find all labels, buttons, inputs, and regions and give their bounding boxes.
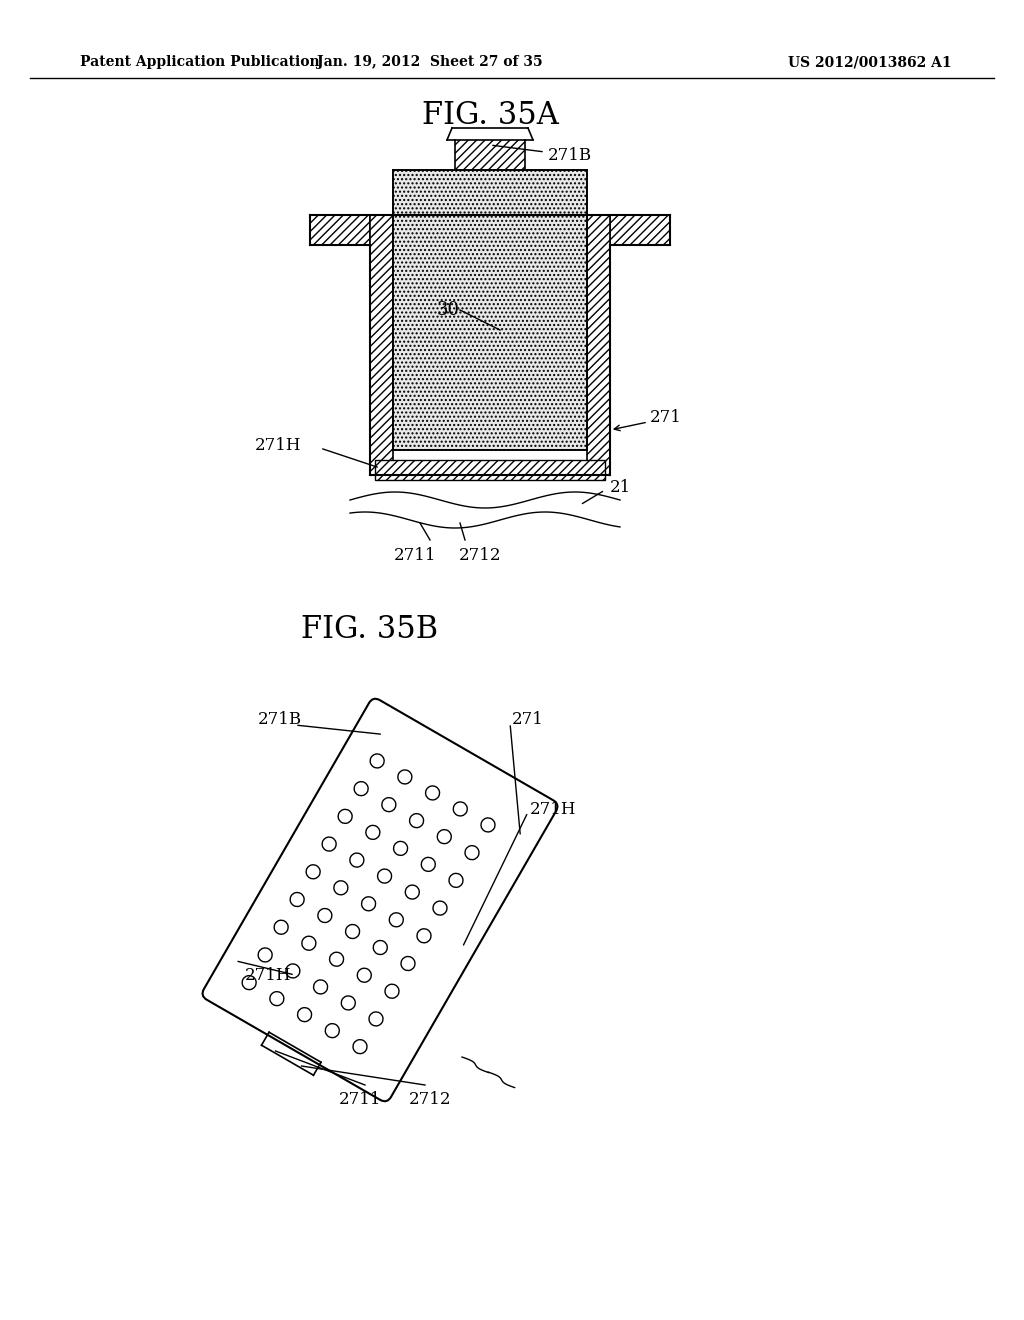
- Text: 271: 271: [512, 711, 544, 729]
- Circle shape: [454, 803, 467, 816]
- Circle shape: [361, 896, 376, 911]
- Circle shape: [357, 968, 372, 982]
- Circle shape: [398, 770, 412, 784]
- Circle shape: [258, 948, 272, 962]
- Circle shape: [481, 818, 495, 832]
- Bar: [393, 170, 587, 450]
- Circle shape: [465, 846, 479, 859]
- Bar: [587, 215, 610, 475]
- Bar: [310, 215, 370, 246]
- Circle shape: [417, 929, 431, 942]
- Text: US 2012/0013862 A1: US 2012/0013862 A1: [788, 55, 952, 69]
- Bar: [375, 459, 605, 480]
- Circle shape: [286, 964, 300, 978]
- Circle shape: [385, 985, 399, 998]
- Circle shape: [345, 924, 359, 939]
- Circle shape: [382, 797, 396, 812]
- Text: 21: 21: [610, 479, 631, 496]
- Text: Jan. 19, 2012  Sheet 27 of 35: Jan. 19, 2012 Sheet 27 of 35: [317, 55, 543, 69]
- Circle shape: [334, 880, 348, 895]
- Circle shape: [338, 809, 352, 824]
- Circle shape: [350, 853, 364, 867]
- Circle shape: [274, 920, 288, 935]
- Circle shape: [290, 892, 304, 907]
- Text: 2712: 2712: [459, 546, 502, 564]
- Text: FIG. 35A: FIG. 35A: [422, 99, 558, 131]
- Text: 271H: 271H: [245, 966, 292, 983]
- Circle shape: [298, 1007, 311, 1022]
- Text: 2711: 2711: [339, 1092, 381, 1109]
- Circle shape: [302, 936, 315, 950]
- Circle shape: [317, 908, 332, 923]
- Text: FIG. 35B: FIG. 35B: [301, 615, 438, 645]
- Circle shape: [306, 865, 321, 879]
- Circle shape: [406, 886, 419, 899]
- Circle shape: [313, 979, 328, 994]
- Circle shape: [410, 813, 424, 828]
- Bar: [455, 140, 525, 173]
- Text: 271: 271: [650, 409, 682, 426]
- Circle shape: [378, 869, 391, 883]
- Text: 271H: 271H: [530, 801, 577, 818]
- Circle shape: [242, 975, 256, 990]
- Circle shape: [374, 941, 387, 954]
- Text: 271B: 271B: [258, 711, 302, 729]
- FancyBboxPatch shape: [203, 698, 557, 1101]
- Bar: [370, 215, 393, 475]
- Text: 271H: 271H: [255, 437, 301, 454]
- Circle shape: [449, 874, 463, 887]
- Text: Patent Application Publication: Patent Application Publication: [80, 55, 319, 69]
- Text: 2712: 2712: [409, 1092, 452, 1109]
- Circle shape: [426, 785, 439, 800]
- Circle shape: [433, 902, 447, 915]
- Circle shape: [437, 830, 452, 843]
- Circle shape: [326, 1023, 339, 1038]
- Circle shape: [341, 995, 355, 1010]
- Circle shape: [353, 1040, 367, 1053]
- Bar: [610, 215, 670, 246]
- Circle shape: [323, 837, 336, 851]
- Circle shape: [330, 952, 344, 966]
- Circle shape: [370, 754, 384, 768]
- Circle shape: [270, 991, 284, 1006]
- Circle shape: [354, 781, 369, 796]
- Circle shape: [401, 957, 415, 970]
- Circle shape: [393, 841, 408, 855]
- Text: 2711: 2711: [394, 546, 436, 564]
- Circle shape: [366, 825, 380, 840]
- Circle shape: [369, 1012, 383, 1026]
- Circle shape: [389, 913, 403, 927]
- Circle shape: [421, 858, 435, 871]
- Text: 30: 30: [436, 301, 460, 319]
- Text: 271B: 271B: [548, 147, 592, 164]
